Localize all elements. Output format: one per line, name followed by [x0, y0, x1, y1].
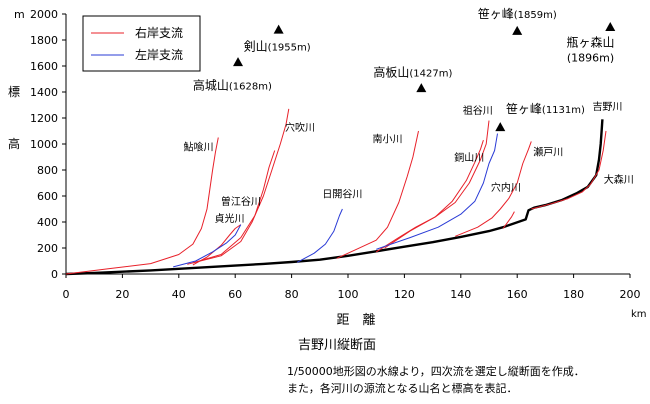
- tributary-line: [502, 211, 515, 229]
- peak-triangle-icon: [512, 25, 523, 35]
- y-tick-label: 1200: [30, 112, 58, 125]
- peak-name: 瓶ヶ森山: [567, 35, 615, 50]
- axes: 0 20 40 60 80 100 120 140 160 180 2000200400600800…: [8, 8, 641, 301]
- x-tick-label: 160: [507, 288, 528, 301]
- x-tick-label: 200: [620, 288, 641, 301]
- peak-triangle-icon: [605, 22, 616, 31]
- x-tick-label: 60: [228, 288, 242, 301]
- peak-elevation: (1896m): [567, 52, 614, 65]
- main-river-line: [65, 119, 604, 276]
- peak-label: 笹ヶ峰(1859m): [478, 7, 557, 21]
- x-tick-label: 140: [450, 288, 471, 301]
- peak-triangle-icon: [273, 24, 284, 34]
- legend-label: 右岸支流: [135, 25, 183, 40]
- tributary-line: [455, 141, 532, 237]
- tributary-line: [187, 108, 290, 265]
- river-label: 吉野川: [592, 101, 622, 113]
- y-tick-label: 600: [37, 190, 58, 203]
- peak-label: 高城山(1628m): [193, 77, 272, 92]
- x-axis-unit: km: [631, 309, 647, 320]
- caption-line-1: 1/50000地形図の水線より，四次流を選定し縦断面を作成．: [287, 365, 585, 378]
- river-label: 祖谷川: [463, 104, 493, 117]
- x-tick-label: 20: [115, 288, 129, 301]
- peak-label: 高板山(1427m): [373, 64, 452, 79]
- x-tick-label: 0: [63, 288, 70, 301]
- tributary-line: [296, 208, 343, 263]
- x-tick-label: 40: [172, 288, 186, 301]
- river-label: 日開谷川: [322, 188, 362, 200]
- y-tick-label: 0: [51, 268, 58, 281]
- y-axis-label-char: 標: [8, 85, 20, 99]
- caption-line-2: また，各河川の源流となる山名と標高を表記．: [287, 382, 518, 395]
- tributary-line: [376, 133, 498, 250]
- x-tick-label: 80: [285, 288, 299, 301]
- y-tick-label: 1000: [30, 138, 58, 151]
- tributary-line: [384, 120, 490, 249]
- tributary-line: [336, 130, 419, 259]
- tributary-line: [65, 137, 219, 275]
- tributary-line: [173, 224, 242, 268]
- y-tick-label: 1400: [30, 86, 58, 99]
- river-label: 穴内川: [491, 181, 521, 194]
- y-tick-label: 200: [37, 242, 58, 255]
- peak-triangle-icon: [416, 83, 427, 93]
- river-label: 穴吹川: [285, 121, 315, 134]
- tributary-line: [192, 150, 276, 264]
- x-tick-label: 100: [338, 288, 359, 301]
- peak-triangle-icon: [495, 122, 506, 132]
- river-label: 曽江谷川: [221, 195, 261, 208]
- x-axis-label: 距 離: [336, 313, 375, 328]
- x-tick-label: 180: [563, 288, 584, 301]
- tributary-line: [531, 130, 607, 210]
- y-tick-label: 2000: [30, 8, 58, 21]
- tributary-line: [375, 139, 484, 253]
- river-label: 銅山川: [454, 151, 484, 164]
- river-label: 大森川: [604, 173, 634, 186]
- y-axis-unit: m: [14, 8, 25, 21]
- river-label: 貞光川: [215, 212, 245, 225]
- legend-box: [82, 15, 201, 72]
- peak-markers: 剣山(1955m) 高城山(1628m) 高板山(1427m) 笹ヶ峰(1859m) 瓶…: [193, 7, 616, 132]
- peak-label: 笹ヶ峰(1131m): [506, 102, 585, 116]
- y-tick-label: 800: [37, 164, 58, 177]
- y-tick-label: 1800: [30, 34, 58, 47]
- river-label: 鮎喰川: [184, 141, 214, 154]
- tributary-line: [192, 224, 242, 266]
- legend-label: 左岸支流: [135, 47, 183, 62]
- peak-triangle-icon: [233, 57, 244, 67]
- river-label: 南小川: [372, 133, 402, 146]
- y-tick-label: 1600: [30, 60, 58, 73]
- chart-title: 吉野川縦断面: [298, 338, 376, 353]
- x-tick-label: 120: [394, 288, 415, 301]
- series-lines: [65, 108, 607, 276]
- y-axis-label-char: 高: [8, 136, 20, 151]
- y-tick-label: 400: [37, 216, 58, 229]
- peak-label: 剣山(1955m): [244, 39, 311, 53]
- river-label: 瀬戸川: [533, 147, 563, 159]
